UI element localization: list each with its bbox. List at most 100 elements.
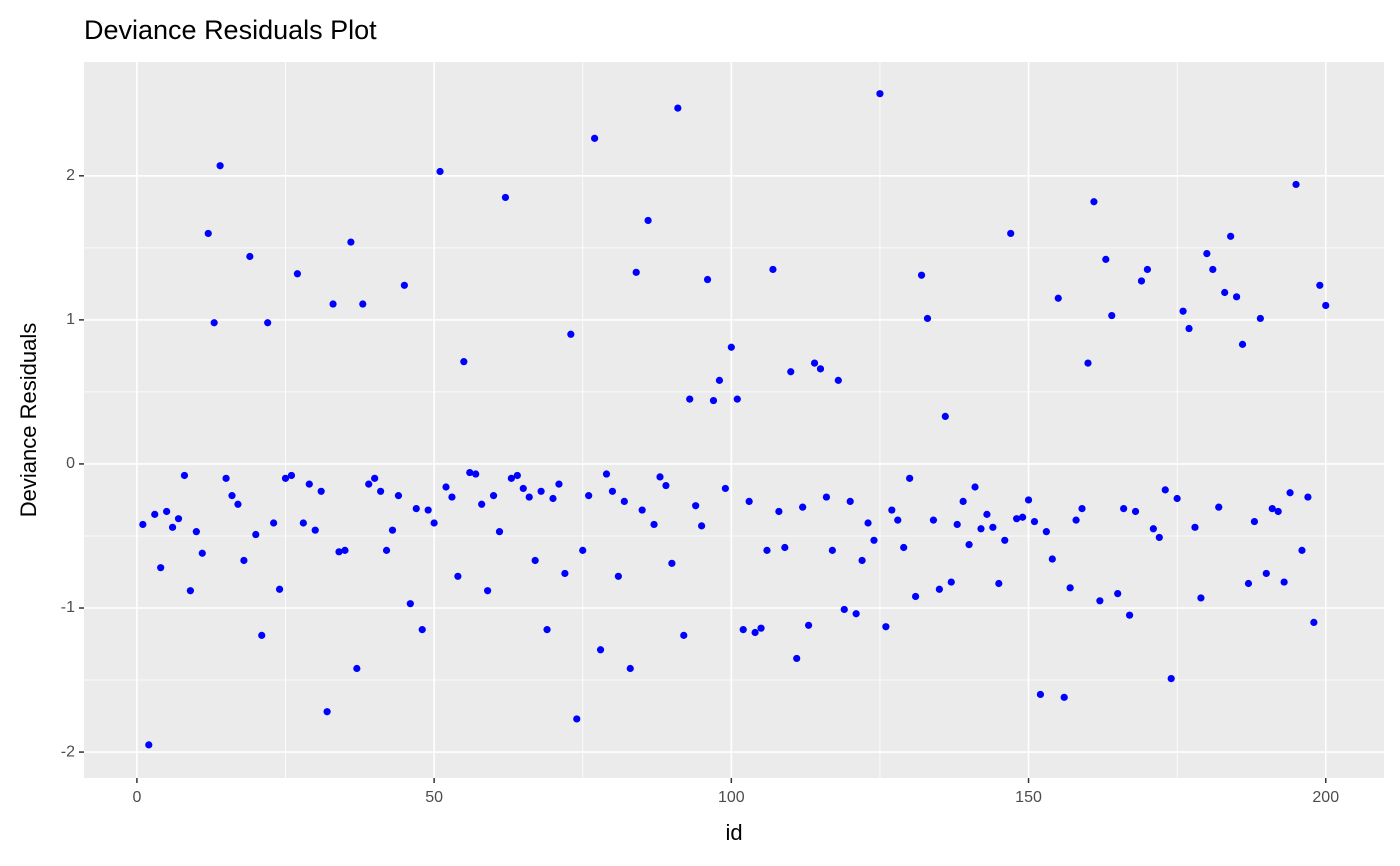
point: [424, 506, 432, 514]
point: [1137, 277, 1146, 285]
point: [418, 626, 426, 634]
point: [1292, 180, 1300, 189]
point: [1191, 523, 1199, 531]
point: [198, 549, 206, 557]
point: [323, 708, 331, 716]
point: [1030, 517, 1039, 526]
point: [775, 507, 783, 516]
chart-title: Deviance Residuals Plot: [84, 15, 377, 45]
point: [864, 519, 872, 527]
y-tick-label: 1: [66, 311, 75, 328]
point: [751, 628, 759, 637]
point: [1090, 198, 1098, 206]
point: [436, 167, 444, 176]
point: [965, 541, 973, 549]
point: [430, 519, 438, 527]
x-axis-title: id: [725, 820, 742, 845]
point: [662, 481, 670, 490]
point: [828, 546, 836, 554]
point: [602, 470, 611, 478]
point: [1042, 528, 1050, 536]
point: [442, 483, 450, 491]
point: [519, 484, 527, 493]
point: [822, 493, 831, 501]
point: [1310, 618, 1318, 627]
point: [626, 664, 634, 673]
point: [180, 471, 189, 480]
point: [466, 468, 474, 477]
point: [763, 546, 771, 554]
point: [870, 536, 878, 544]
point: [1268, 504, 1276, 513]
point: [478, 500, 486, 508]
point: [1096, 597, 1104, 605]
point: [900, 543, 908, 552]
point: [240, 556, 248, 565]
y-tick-label: -1: [61, 599, 75, 616]
point: [163, 507, 171, 516]
point: [608, 487, 617, 495]
point: [1013, 515, 1021, 523]
point: [1244, 579, 1253, 588]
x-tick-label: 150: [1015, 789, 1042, 806]
y-axis-title: Deviance Residuals: [16, 323, 41, 517]
point: [668, 559, 676, 567]
point: [1143, 265, 1152, 274]
panel: [84, 62, 1384, 778]
point: [686, 395, 694, 403]
point: [1179, 307, 1187, 315]
point: [341, 546, 349, 554]
point: [959, 497, 967, 505]
point: [810, 359, 819, 367]
point: [941, 412, 949, 420]
point: [561, 569, 569, 578]
point: [264, 319, 272, 327]
point: [733, 395, 741, 403]
point: [579, 546, 587, 554]
point: [1054, 294, 1062, 302]
point: [953, 520, 961, 529]
point: [745, 497, 753, 505]
point: [317, 487, 325, 495]
point: [911, 592, 920, 601]
point: [252, 530, 260, 539]
point: [1120, 504, 1128, 513]
y-tick-label: -2: [61, 743, 75, 760]
point: [157, 564, 165, 572]
point: [727, 343, 735, 351]
point: [460, 358, 468, 366]
point: [489, 492, 498, 500]
point: [906, 474, 914, 482]
point: [234, 500, 242, 508]
point: [1007, 229, 1015, 238]
point: [329, 300, 337, 308]
point: [1215, 503, 1223, 511]
point: [799, 503, 807, 511]
point: [614, 572, 622, 580]
point: [1256, 314, 1264, 323]
point: [971, 483, 979, 491]
point: [448, 493, 456, 501]
point: [335, 548, 343, 556]
point: [139, 520, 147, 529]
point: [270, 519, 278, 527]
point: [275, 585, 284, 593]
point: [1250, 517, 1259, 526]
point: [698, 522, 706, 530]
x-tick-label: 200: [1312, 789, 1339, 806]
point: [1066, 584, 1074, 592]
x-tick-label: 50: [425, 789, 443, 806]
point: [1232, 293, 1241, 301]
point: [977, 525, 985, 533]
point: [525, 493, 533, 501]
point: [674, 104, 682, 112]
point: [888, 506, 896, 514]
point: [1060, 693, 1068, 701]
point: [347, 238, 355, 246]
point: [388, 526, 397, 534]
point: [192, 528, 200, 536]
point: [834, 376, 842, 384]
point: [555, 480, 563, 488]
point: [1298, 546, 1306, 554]
x-tick-label: 0: [132, 789, 141, 806]
